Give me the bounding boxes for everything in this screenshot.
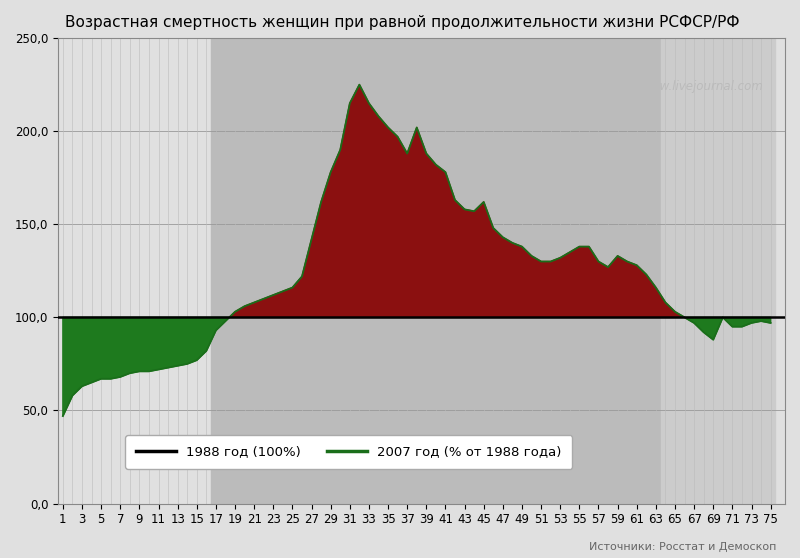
Bar bbox=[211, 38, 661, 503]
Legend: 1988 год (100%), 2007 год (% от 1988 года): 1988 год (100%), 2007 год (% от 1988 год… bbox=[126, 435, 572, 469]
Text: Возрастная смертность женщин при равной продолжительности жизни РСФСР/РФ: Возрастная смертность женщин при равной … bbox=[66, 15, 740, 30]
Text: Источники: Росстат и Демоскоп: Источники: Росстат и Демоскоп bbox=[589, 542, 776, 552]
Text: © burckina-new.livejournal.com: © burckina-new.livejournal.com bbox=[574, 80, 763, 93]
Bar bbox=[661, 38, 775, 503]
